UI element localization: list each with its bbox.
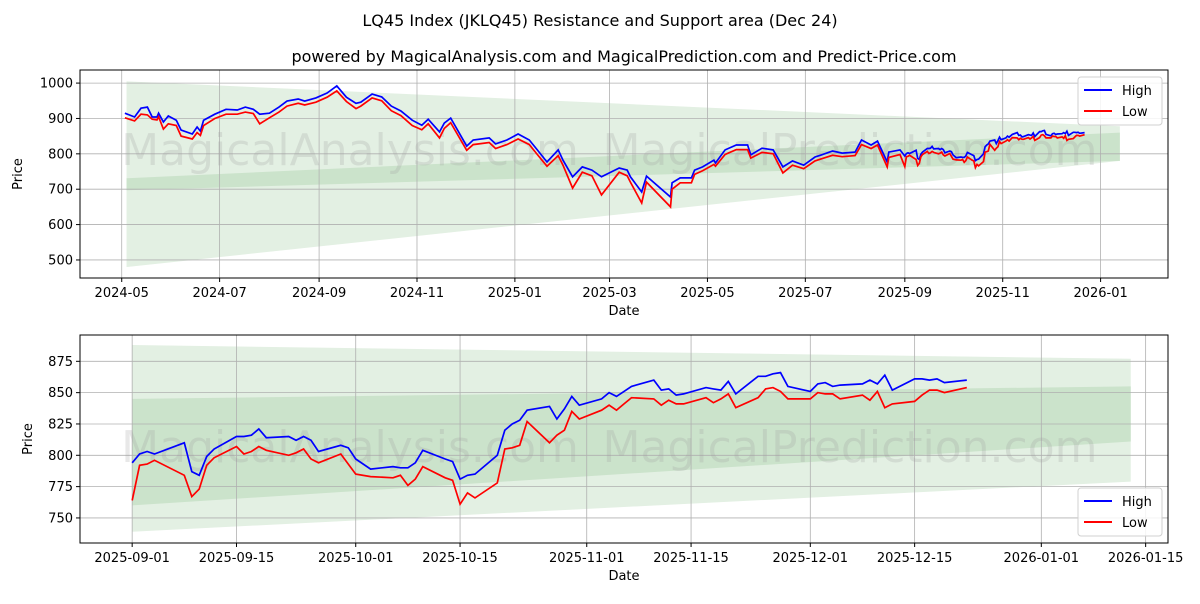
y-tick-label: 750 <box>48 511 73 526</box>
support-resistance-band-inner <box>132 386 1131 506</box>
x-tick-label: 2025-11-15 <box>653 551 729 566</box>
y-tick-label: 800 <box>48 449 73 464</box>
legend-low-label: Low <box>1122 105 1148 120</box>
legend-high-label: High <box>1122 495 1152 510</box>
x-axis-label: Date <box>608 569 639 584</box>
x-tick-label: 2025-10-15 <box>422 551 498 566</box>
x-tick-label: 2025-09-15 <box>199 551 275 566</box>
plot-area: MagicalAnalysis.com MagicalPrediction.com <box>80 70 1168 278</box>
x-tick-label: 2026-01 <box>1073 286 1127 301</box>
y-axis-label: Price <box>11 158 26 190</box>
x-tick-label: 2025-09 <box>878 286 932 301</box>
support-resistance-band-inner <box>126 132 1120 191</box>
y-tick-label: 1000 <box>40 77 73 92</box>
top-chart-full-history: MagicalAnalysis.com MagicalPrediction.com… <box>11 69 1169 319</box>
high-series-line <box>131 371 967 481</box>
y-tick-label: 700 <box>48 183 73 198</box>
y-tick-label: 825 <box>48 417 73 432</box>
x-tick-label: 2024-11 <box>390 286 444 301</box>
watermark: MagicalPrediction.com <box>603 125 1098 176</box>
high-series-line <box>124 84 1085 199</box>
y-tick-label: 775 <box>48 480 73 495</box>
x-tick-label: 2025-07 <box>778 286 832 301</box>
y-tick-label: 875 <box>48 355 73 370</box>
low-series-line <box>131 386 967 507</box>
y-tick-label: 600 <box>48 218 73 233</box>
figure-subtitle: powered by MagicalAnalysis.com and Magic… <box>291 47 956 66</box>
legend-high-label: High <box>1122 84 1152 99</box>
x-tick-label: 2024-05 <box>95 286 149 301</box>
x-tick-label: 2024-09 <box>292 286 346 301</box>
legend-low-label: Low <box>1122 516 1148 531</box>
legend: High Low <box>1077 487 1163 537</box>
watermark: MagicalPrediction.com <box>603 422 1098 473</box>
x-tick-label: 2025-10-01 <box>318 551 394 566</box>
axes-frame <box>79 334 1169 544</box>
y-tick-label: 500 <box>48 253 73 268</box>
y-tick-label: 800 <box>48 147 73 162</box>
x-tick-label: 2026-01-01 <box>1004 551 1080 566</box>
plot-area: MagicalAnalysis.com MagicalPrediction.com <box>80 335 1168 543</box>
x-tick-label: 2025-11-01 <box>549 551 625 566</box>
watermark: MagicalAnalysis.com <box>121 422 579 473</box>
x-tick-label: 2025-01 <box>488 286 542 301</box>
bottom-chart-recent: MagicalAnalysis.com MagicalPrediction.com… <box>21 334 1184 584</box>
x-tick-label: 2025-11 <box>976 286 1030 301</box>
x-tick-label: 2025-12-01 <box>773 551 849 566</box>
low-series-line <box>124 89 1085 209</box>
x-tick-label: 2026-01-15 <box>1108 551 1184 566</box>
x-tick-label: 2025-09-01 <box>94 551 170 566</box>
figure-title: LQ45 Index (JKLQ45) Resistance and Suppo… <box>362 11 837 30</box>
x-axis-label: Date <box>608 304 639 319</box>
legend: High Low <box>1077 76 1163 126</box>
x-tick-label: 2025-05 <box>680 286 734 301</box>
x-tick-label: 2025-12-15 <box>877 551 953 566</box>
y-tick-label: 850 <box>48 386 73 401</box>
axes-frame <box>79 69 1169 279</box>
x-tick-label: 2025-03 <box>582 286 636 301</box>
y-tick-label: 900 <box>48 112 73 127</box>
y-axis-label: Price <box>21 423 36 455</box>
x-tick-label: 2024-07 <box>192 286 246 301</box>
